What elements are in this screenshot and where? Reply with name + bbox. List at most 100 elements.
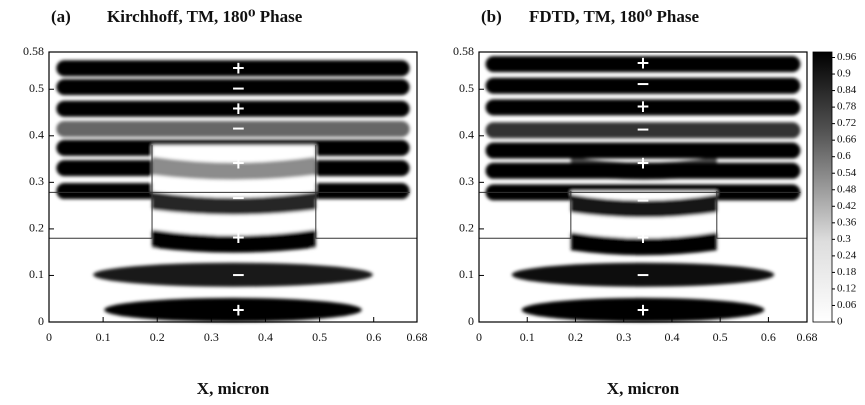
colorbar-tick-label: 0.96 [837, 51, 857, 63]
colorbar-tick-label: 0.48 [837, 183, 857, 195]
colorbar [812, 51, 833, 323]
panel: (a) Kirchhoff, TM, 180⁰ Phase X, micron 0 0.… [23, 7, 428, 398]
x-tick-label: 0.6 [366, 330, 381, 344]
field-sign: + [231, 300, 245, 320]
panel-label: (b) [481, 7, 502, 26]
plot-frame [478, 51, 808, 323]
field-band [485, 99, 801, 116]
colorbar-tick-label: 0.54 [837, 167, 857, 179]
x-tick-label: 0.3 [204, 330, 219, 344]
field-band [521, 297, 765, 322]
x-axis-label: X, micron [197, 379, 270, 398]
field-band [93, 262, 373, 287]
panel-label: (a) [51, 7, 71, 26]
plot-frame [48, 51, 418, 323]
field-band [56, 100, 410, 117]
y-tick-label: 0 [38, 314, 44, 328]
y-tick-label: 0.3 [459, 174, 474, 188]
colorbar-tick-label: 0.9 [837, 68, 851, 80]
panel-title: FDTD, TM, 180⁰ Phase [529, 7, 700, 26]
field-band [570, 232, 717, 256]
field-sign: − [231, 189, 245, 209]
x-tick-label: 0.5 [713, 330, 728, 344]
field-sign: − [636, 265, 650, 285]
x-tick-label: 0.6 [761, 330, 776, 344]
field-sign: + [231, 154, 245, 174]
colorbar-tick-label: 0.78 [837, 101, 857, 113]
field-band [570, 194, 717, 218]
x-tick-label: 0.2 [150, 330, 165, 344]
field-band [152, 191, 316, 215]
y-tick-label: 0.58 [23, 44, 44, 58]
structure-outline [49, 145, 417, 239]
y-tick-label: 0.1 [459, 267, 474, 281]
field-band [56, 79, 410, 96]
structure-outline [479, 191, 807, 239]
field-band [485, 77, 801, 94]
colorbar-tick-label: 0.12 [837, 282, 856, 294]
colorbar-tick-label: 0.84 [837, 84, 857, 96]
field-band [570, 156, 717, 180]
field-band [56, 60, 410, 77]
field-sign: − [231, 265, 245, 285]
x-tick-label: 0.5 [312, 330, 327, 344]
x-tick-label: 0.2 [568, 330, 583, 344]
field-band [152, 229, 316, 253]
x-tick-label: 0.1 [96, 330, 111, 344]
field-sign: + [636, 97, 650, 117]
x-tick-label: 0 [46, 330, 52, 344]
y-tick-label: 0.3 [29, 174, 44, 188]
panel-title: Kirchhoff, TM, 180⁰ Phase [107, 7, 303, 26]
field-band [511, 262, 775, 287]
colorbar-tick-label: 0.06 [837, 299, 857, 311]
field-sign: + [231, 228, 245, 248]
field-sign: + [231, 99, 245, 119]
y-tick-label: 0.58 [453, 44, 474, 58]
colorbar-tick-label: 0.72 [837, 117, 856, 129]
field-band [152, 156, 316, 180]
x-tick-label: 0.68 [797, 330, 818, 344]
field-band [56, 120, 410, 137]
y-tick-label: 0.2 [459, 221, 474, 235]
field-band [104, 297, 362, 322]
field-sign: + [636, 300, 650, 320]
field-band [485, 122, 801, 139]
field-sign: − [231, 79, 245, 99]
panel: (b) FDTD, TM, 180⁰ Phase X, micron 0 0.1 0.2 0… [453, 7, 857, 398]
field-band [485, 56, 801, 73]
y-tick-label: 0.1 [29, 267, 44, 281]
colorbar-tick-label: 0.3 [837, 233, 851, 245]
field [485, 56, 801, 322]
x-tick-label: 0.68 [407, 330, 428, 344]
x-tick-label: 0.4 [664, 330, 679, 344]
field-sign: + [636, 228, 650, 248]
y-tick-label: 0.5 [29, 81, 44, 95]
colorbar-tick-label: 0.42 [837, 200, 856, 212]
x-tick-label: 0.4 [258, 330, 273, 344]
colorbar-tick-label: 0.36 [837, 216, 857, 228]
x-tick-label: 0.1 [520, 330, 535, 344]
y-tick-label: 0 [468, 314, 474, 328]
x-tick-label: 0 [476, 330, 482, 344]
field-sign: + [231, 58, 245, 78]
field-sign: − [636, 120, 650, 140]
colorbar-tick-label: 0 [837, 316, 843, 328]
y-tick-label: 0.2 [29, 221, 44, 235]
field-sign: + [636, 54, 650, 74]
field-sign: − [636, 191, 650, 211]
x-axis-label: X, micron [607, 379, 680, 398]
field-band [485, 142, 801, 159]
field-sign: − [231, 119, 245, 139]
colorbar-tick-label: 0.66 [837, 134, 857, 146]
field [56, 60, 410, 322]
colorbar-tick-label: 0.24 [837, 249, 857, 261]
field-sign: + [636, 154, 650, 174]
x-tick-label: 0.3 [616, 330, 631, 344]
y-tick-label: 0.5 [459, 81, 474, 95]
y-tick-label: 0.4 [459, 128, 474, 142]
field-sign: − [636, 75, 650, 95]
colorbar-tick-label: 0.18 [837, 266, 857, 278]
y-tick-label: 0.4 [29, 128, 44, 142]
colorbar-tick-label: 0.6 [837, 150, 851, 162]
